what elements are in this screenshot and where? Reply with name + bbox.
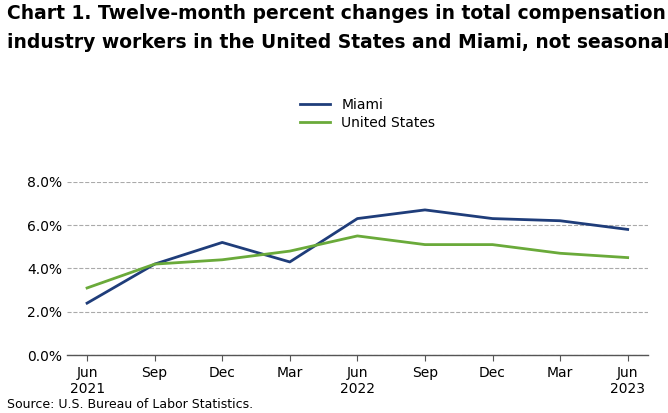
Text: Chart 1. Twelve-month percent changes in total compensation for private: Chart 1. Twelve-month percent changes in… [7, 4, 668, 23]
Text: industry workers in the United States and Miami, not seasonally adjusted: industry workers in the United States an… [7, 33, 668, 52]
Legend: Miami, United States: Miami, United States [299, 98, 436, 130]
Text: Source: U.S. Bureau of Labor Statistics.: Source: U.S. Bureau of Labor Statistics. [7, 398, 253, 411]
